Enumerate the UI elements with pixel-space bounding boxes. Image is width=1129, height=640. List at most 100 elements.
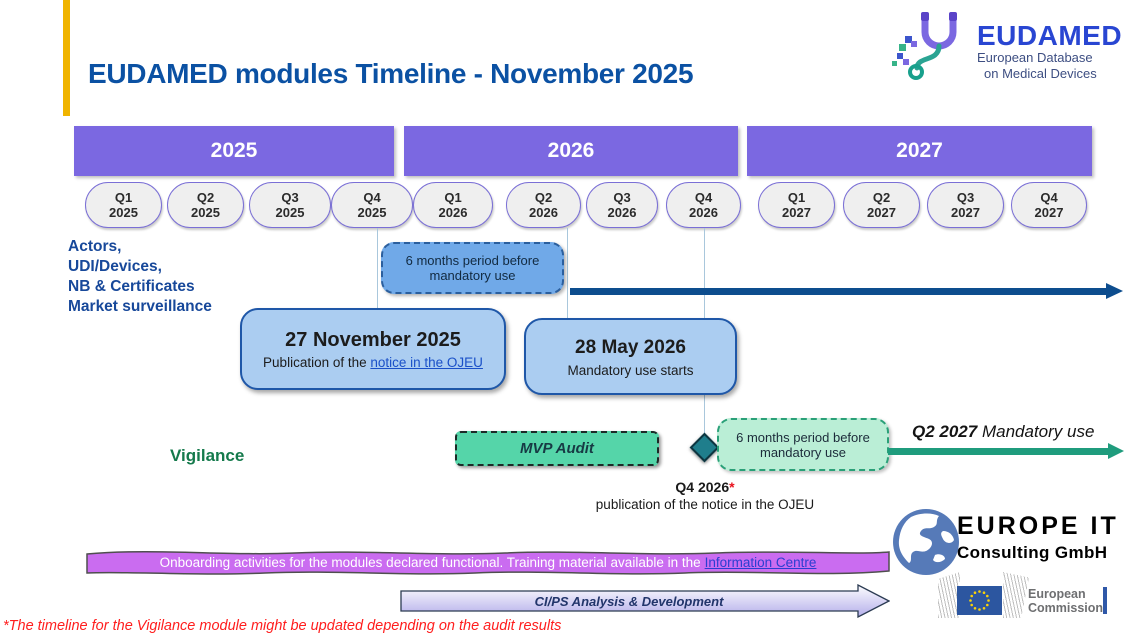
onboarding-banner: Onboarding activities for the modules de… (85, 546, 891, 578)
eu-flag-icon (957, 586, 1002, 615)
mvp-audit-box: MVP Audit (455, 431, 659, 466)
quarter-year: 2026 (438, 205, 468, 220)
quarter-year: 2026 (529, 205, 558, 220)
vigilance-mandatory-label: Q2 2027 Mandatory use (912, 422, 1094, 442)
milestone-publication-date: 27 November 2025 (285, 329, 461, 351)
quarter-year: 2027 (1034, 205, 1064, 220)
modules-timeline-arrow (570, 288, 1108, 295)
vigilance-row-label: Vigilance (170, 446, 245, 465)
modules-timeline-arrowhead-icon (1106, 283, 1123, 299)
six-months-period-box-modules: 6 months period before mandatory use (381, 242, 564, 294)
quarter-pill-q3-2027: Q3 2027 (927, 182, 1004, 228)
eudamed-logo: EUDAMED European Database on Medical Dev… (889, 6, 1125, 84)
accent-bar (63, 0, 70, 116)
europe-it-title: EUROPE IT (957, 512, 1119, 540)
year-bar-2027: 2027 (747, 126, 1092, 176)
publication-date-text: Q4 2026 (675, 479, 730, 495)
vigilance-timeline-arrowhead-icon (1108, 443, 1124, 459)
quarter-pill-q3-2026: Q3 2026 (586, 182, 658, 228)
information-centre-link[interactable]: Information Centre (704, 554, 817, 570)
globe-icon (891, 509, 961, 581)
ec-swoosh-left-icon (938, 572, 960, 618)
eudamed-logo-subtitle2: on Medical Devices (984, 66, 1097, 81)
quarter-label: Q2 (534, 190, 553, 205)
cips-arrow-shape (400, 583, 891, 619)
ec-logo-text: European Commission (1028, 587, 1103, 615)
europe-it-logo (891, 507, 961, 582)
quarter-year: 2026 (607, 205, 637, 220)
quarter-year: 2025 (109, 205, 138, 220)
quarter-year: 2027 (867, 205, 896, 220)
modules-label-line: UDI/Devices, (68, 258, 162, 275)
quarter-label: Q3 (281, 190, 299, 205)
footnote: *The timeline for the Vigilance module m… (3, 618, 562, 634)
quarter-label: Q3 (956, 190, 975, 205)
milestone-publication-box: 27 November 2025 Publication of the noti… (240, 308, 506, 390)
connector-q4-2025 (377, 228, 378, 308)
vigilance-publication-note: Q4 2026* publication of the notice in th… (585, 479, 825, 512)
quarter-year: 2025 (357, 205, 387, 220)
quarter-label: Q1 (114, 190, 133, 205)
eudamed-logo-subtitle1: European Database (977, 50, 1093, 65)
stethoscope-icon (889, 6, 973, 89)
ec-blue-bar (1103, 587, 1107, 614)
quarter-label: Q2 (872, 190, 891, 205)
quarter-year: 2025 (191, 205, 220, 220)
modules-label-line: Market surveillance (68, 298, 212, 315)
quarter-label: Q4 (694, 190, 713, 205)
quarter-label: Q4 (363, 190, 381, 205)
milestone-mandatory-desc: Mandatory use starts (567, 362, 694, 378)
quarter-pill-q1-2025: Q1 2025 (85, 182, 162, 228)
milestone-diamond-icon (689, 432, 720, 463)
red-asterisk: * (729, 479, 735, 495)
modules-row-label: Actors, UDI/Devices, NB & Certificates M… (68, 237, 212, 317)
quarter-pill-q1-2026: Q1 2026 (413, 182, 493, 228)
quarter-pill-q1-2027: Q1 2027 (758, 182, 835, 228)
year-bar-2026: 2026 (404, 126, 738, 176)
ojeu-notice-link[interactable]: notice in the OJEU (370, 355, 483, 370)
publication-desc-text: Publication of the (263, 355, 371, 370)
vigilance-publication-desc: publication of the notice in the OJEU (595, 497, 815, 512)
quarter-pill-q2-2025: Q2 2025 (167, 182, 244, 228)
vigilance-mandatory-date: Q2 2027 (912, 422, 978, 441)
ec-text-line1: European (1028, 587, 1086, 601)
quarter-pill-q3-2025: Q3 2025 (249, 182, 331, 228)
quarter-pill-q2-2026: Q2 2026 (506, 182, 581, 228)
banner-wave-shape (86, 550, 890, 575)
quarter-label: Q3 (613, 190, 631, 205)
modules-label-line: NB & Certificates (68, 278, 195, 295)
quarter-label: Q1 (444, 190, 462, 205)
milestone-mandatory-box: 28 May 2026 Mandatory use starts (524, 318, 737, 395)
vigilance-publication-date: Q4 2026* (585, 479, 825, 495)
quarter-year: 2027 (951, 205, 980, 220)
quarter-pill-q2-2027: Q2 2027 (843, 182, 920, 228)
quarter-pill-q4-2027: Q4 2027 (1011, 182, 1087, 228)
onboarding-banner-text: Onboarding activities for the modules de… (85, 546, 891, 578)
cips-arrow: CI/PS Analysis & Development (400, 583, 891, 619)
quarter-label: Q1 (787, 190, 806, 205)
year-bar-2025: 2025 (74, 126, 394, 176)
eudamed-logo-name: EUDAMED (977, 20, 1123, 51)
cips-arrow-label: CI/PS Analysis & Development (534, 593, 724, 609)
quarter-label: Q4 (1040, 190, 1058, 205)
connector-q2-2026 (567, 228, 568, 318)
milestone-publication-desc: Publication of the notice in the OJEU (263, 355, 483, 370)
page-title: EUDAMED modules Timeline - November 2025 (88, 58, 694, 89)
quarter-pill-q4-2025: Q4 2025 (331, 182, 413, 228)
ec-text-line2: Commission (1028, 601, 1104, 615)
quarter-year: 2026 (689, 205, 718, 220)
quarter-pill-q4-2026: Q4 2026 (666, 182, 741, 228)
modules-label-line: Actors, (68, 238, 122, 255)
eudamed-logo-text: EUDAMED European Database on Medical Dev… (977, 22, 1122, 82)
ec-swoosh-right-icon (1003, 572, 1029, 618)
milestone-mandatory-date: 28 May 2026 (575, 336, 686, 358)
quarter-year: 2027 (782, 205, 811, 220)
six-months-period-box-vigilance: 6 months period before mandatory use (717, 418, 889, 471)
banner-text: Onboarding activities for the modules de… (159, 554, 701, 570)
quarter-label: Q2 (196, 190, 215, 205)
vigilance-timeline-arrow (888, 448, 1110, 455)
europe-it-subtitle: Consulting GmbH (957, 543, 1108, 562)
quarter-year: 2025 (275, 205, 305, 220)
vigilance-mandatory-text: Mandatory use (981, 422, 1095, 441)
